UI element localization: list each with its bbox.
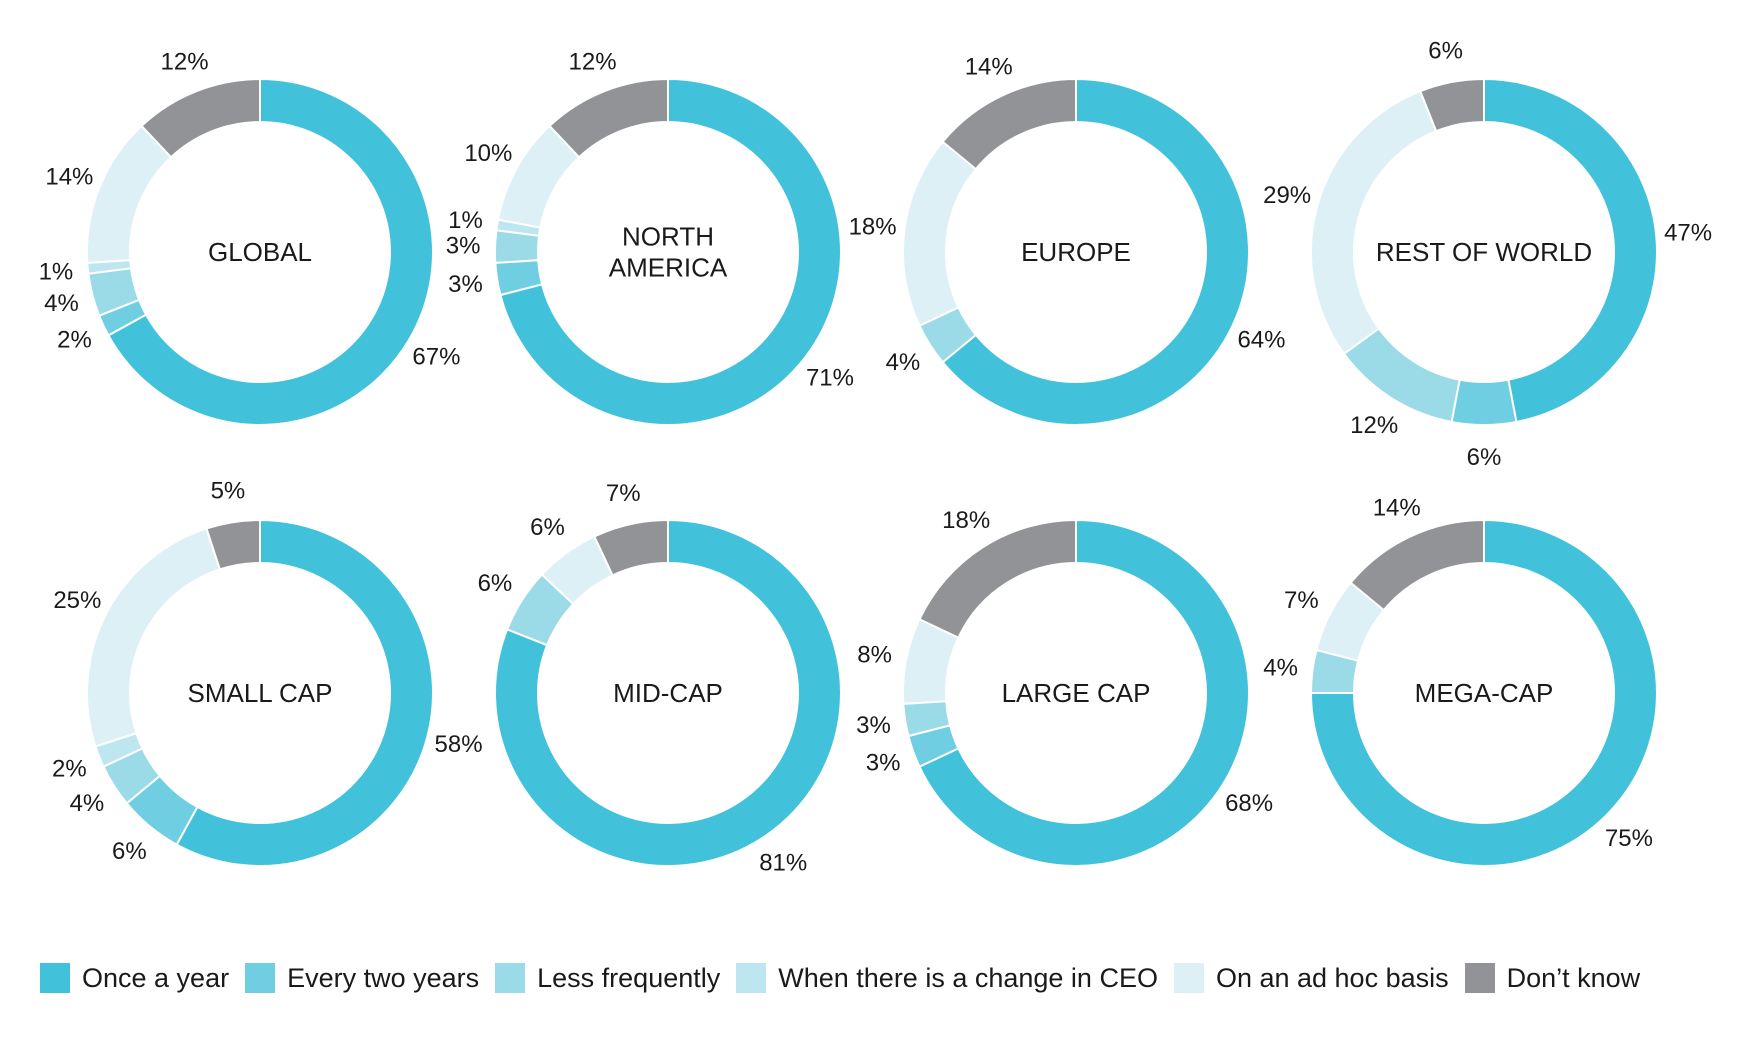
legend-label: Every two years bbox=[287, 962, 480, 993]
slice-don-t-know bbox=[1349, 518, 1485, 612]
donut-title: SMALL CAP bbox=[188, 678, 333, 708]
donut-title: GLOBAL bbox=[208, 237, 312, 267]
legend-swatch bbox=[1173, 963, 1204, 993]
data-label: 2% bbox=[52, 755, 87, 782]
slice-don-t-know bbox=[918, 518, 1077, 639]
slice-don-t-know bbox=[140, 77, 261, 159]
data-label: 3% bbox=[866, 749, 901, 776]
donut-rest-of-world: 47% 6% 12% 29% 6% REST OF WORLD bbox=[1263, 38, 1712, 471]
legend-swatch bbox=[495, 963, 526, 993]
donut-global: 67% 2% 4% 1% 14% 12% GLOBAL bbox=[39, 48, 460, 426]
slice-don-t-know bbox=[941, 77, 1077, 171]
data-label: 67% bbox=[412, 343, 460, 370]
slice-don-t-know bbox=[593, 518, 669, 577]
data-label: 75% bbox=[1605, 825, 1653, 852]
donut-title: MEGA-CAP bbox=[1415, 678, 1554, 708]
legend-label: Once a year bbox=[82, 962, 230, 993]
data-label: 10% bbox=[464, 140, 512, 167]
data-label: 12% bbox=[569, 48, 617, 75]
slice-every-two-years bbox=[1450, 378, 1518, 427]
legend-label: Less frequently bbox=[537, 962, 721, 993]
slice-once-a-year bbox=[494, 518, 842, 867]
data-label: 6% bbox=[1428, 38, 1463, 65]
slice-on-an-ad-hoc-basis bbox=[902, 140, 978, 327]
donut-title: REST OF WORLD bbox=[1376, 237, 1592, 267]
data-label: 4% bbox=[44, 290, 79, 317]
data-label: 1% bbox=[39, 258, 74, 285]
legend-swatch bbox=[245, 963, 276, 993]
data-label: 81% bbox=[759, 850, 807, 877]
donut-title: LARGE CAP bbox=[1002, 678, 1151, 708]
data-label: 71% bbox=[806, 365, 854, 392]
slice-once-a-year bbox=[1483, 77, 1659, 424]
data-label: 7% bbox=[1284, 587, 1319, 614]
donut-large-cap: 68% 3% 3% 8% 18% LARGE CAP bbox=[856, 507, 1273, 867]
data-label: 6% bbox=[530, 514, 565, 541]
data-label: 25% bbox=[53, 587, 101, 614]
legend-item-dont-know: Don’t know bbox=[1464, 962, 1641, 994]
slice-once-a-year bbox=[499, 77, 842, 426]
donut-europe: 64% 4% 18% 14% EUROPE bbox=[849, 54, 1286, 426]
data-label: 8% bbox=[857, 642, 892, 669]
legend-item-every-two-years: Every two years bbox=[245, 963, 479, 994]
slice-once-a-year bbox=[918, 518, 1250, 867]
data-label: 1% bbox=[448, 207, 483, 234]
data-label: 14% bbox=[45, 164, 93, 191]
data-label: 12% bbox=[1350, 412, 1398, 439]
data-label: 18% bbox=[942, 507, 990, 534]
data-label: 68% bbox=[1225, 790, 1273, 817]
legend: Once a year Every two years Less frequen… bbox=[40, 958, 1656, 998]
legend-label: Don’t know bbox=[1506, 962, 1641, 993]
slice-on-an-ad-hoc-basis bbox=[86, 124, 173, 264]
slice-less-frequently bbox=[1342, 327, 1461, 424]
data-label: 14% bbox=[1373, 495, 1421, 522]
slice-don-t-know bbox=[205, 518, 261, 571]
data-label: 4% bbox=[70, 790, 105, 817]
donut-title: MID-CAP bbox=[613, 678, 723, 708]
legend-item-less-frequently: Less frequently bbox=[495, 963, 720, 994]
legend-item-change-in-ceo: When there is a change in CEO bbox=[736, 963, 1158, 994]
data-label: 6% bbox=[1467, 444, 1502, 471]
legend-item-once-a-year: Once a year bbox=[40, 963, 229, 994]
donut-mid-cap: 81% 6% 6% 7% MID-CAP bbox=[478, 480, 842, 877]
data-label: 5% bbox=[211, 478, 246, 505]
donut-title: EUROPE bbox=[1021, 237, 1131, 267]
slice-don-t-know bbox=[1419, 77, 1485, 133]
data-label: 3% bbox=[446, 233, 481, 260]
data-label: 18% bbox=[849, 213, 897, 240]
data-label: 4% bbox=[1263, 654, 1298, 681]
legend-label: On an ad hoc basis bbox=[1215, 962, 1449, 993]
slice-don-t-know bbox=[548, 77, 669, 159]
slice-once-a-year bbox=[941, 77, 1250, 426]
data-label: 6% bbox=[112, 838, 147, 865]
data-label: 7% bbox=[606, 480, 641, 507]
donut-title: NORTH bbox=[622, 222, 714, 252]
legend-swatch bbox=[1464, 963, 1495, 993]
data-label: 3% bbox=[448, 271, 483, 298]
donut-small-cap: 58% 6% 4% 2% 25% 5% SMALL CAP bbox=[52, 478, 483, 867]
data-label: 2% bbox=[57, 326, 92, 353]
legend-label: When there is a change in CEO bbox=[778, 962, 1158, 993]
data-label: 58% bbox=[435, 731, 483, 758]
donut-title: AMERICA bbox=[609, 253, 728, 283]
slice-once-a-year bbox=[107, 77, 434, 426]
legend-item-ad-hoc: On an ad hoc basis bbox=[1173, 962, 1449, 994]
data-label: 6% bbox=[478, 570, 513, 597]
data-label: 4% bbox=[886, 349, 921, 376]
data-label: 64% bbox=[1237, 326, 1285, 353]
data-label: 14% bbox=[965, 54, 1013, 81]
slice-on-an-ad-hoc-basis bbox=[86, 527, 222, 748]
data-label: 3% bbox=[856, 712, 891, 739]
donut-mega-cap: 75% 4% 7% 14% MEGA-CAP bbox=[1263, 495, 1658, 867]
legend-swatch bbox=[736, 963, 767, 993]
slice-once-a-year bbox=[175, 518, 434, 867]
legend-swatch bbox=[40, 963, 70, 993]
data-label: 12% bbox=[161, 48, 209, 75]
data-label: 29% bbox=[1263, 182, 1311, 209]
slice-once-a-year bbox=[1309, 518, 1658, 867]
slice-on-an-ad-hoc-basis bbox=[1309, 89, 1438, 356]
data-label: 47% bbox=[1664, 220, 1712, 247]
